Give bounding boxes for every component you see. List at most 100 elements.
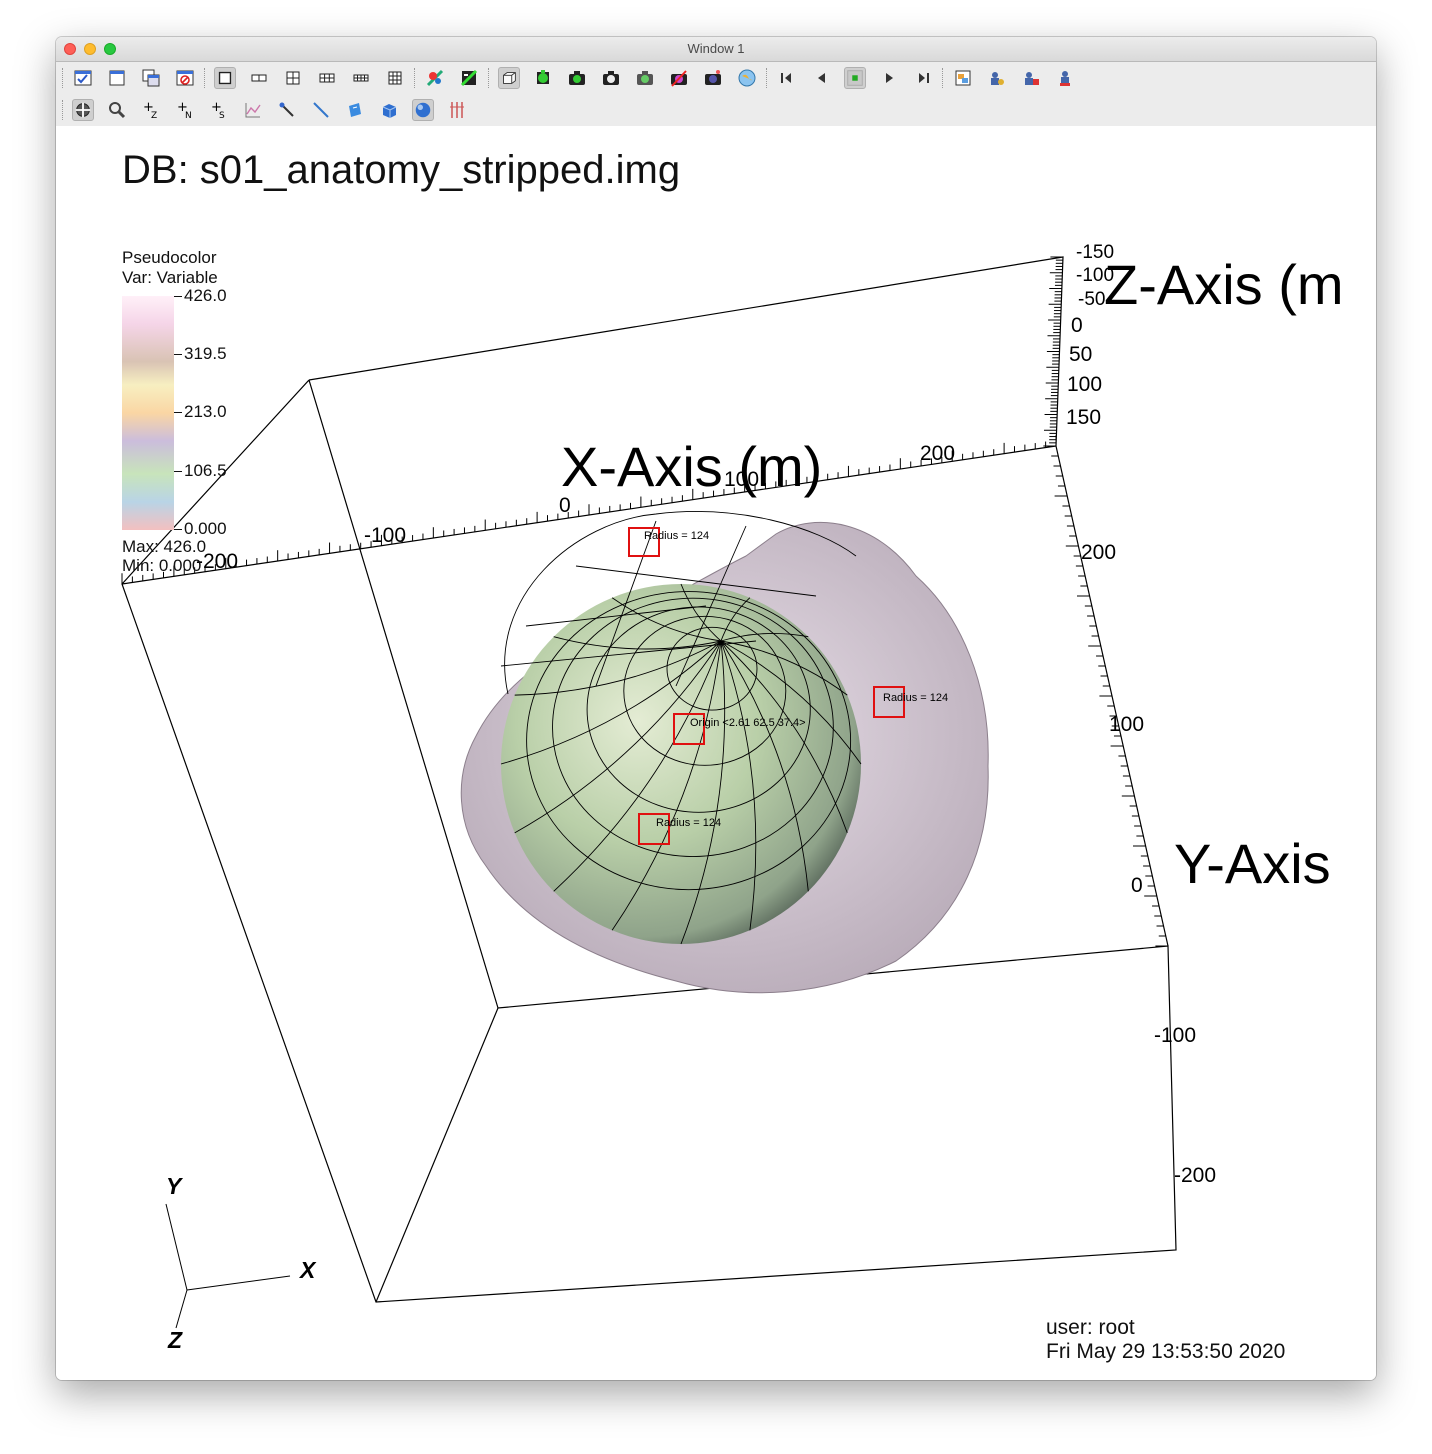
layout-2x4-icon[interactable] bbox=[350, 67, 372, 89]
layout-1x2-icon[interactable] bbox=[248, 67, 270, 89]
zone-pick-icon[interactable]: + Z bbox=[140, 99, 162, 121]
close-button[interactable] bbox=[64, 43, 76, 55]
box-tool-icon[interactable] bbox=[378, 99, 400, 121]
navigate-icon[interactable] bbox=[72, 99, 94, 121]
mesh-line bbox=[680, 640, 726, 945]
origin-handle[interactable] bbox=[673, 713, 705, 745]
svg-text:+: + bbox=[177, 100, 188, 115]
render-viewport[interactable]: Radius = 124 Radius = 124 Origin <2.61 6… bbox=[56, 126, 1376, 1380]
legend-tick bbox=[174, 296, 182, 297]
zoom-icon[interactable] bbox=[106, 99, 128, 121]
legend-label: 106.5 bbox=[184, 461, 227, 480]
triad-x-label: X bbox=[298, 1257, 317, 1283]
svg-text:S: S bbox=[219, 111, 225, 121]
interaction-toolbar: + Z + N + S bbox=[56, 94, 1376, 127]
radius-handle-right[interactable] bbox=[873, 686, 905, 718]
y-tick-label: -100 bbox=[1154, 1024, 1196, 1047]
mesh-ring bbox=[623, 615, 787, 766]
spin-mode-icon[interactable] bbox=[424, 67, 446, 89]
mesh-line bbox=[720, 640, 809, 892]
radius-handle-bottom[interactable] bbox=[638, 813, 670, 845]
layout-2x2-icon[interactable] bbox=[282, 67, 304, 89]
minimize-button[interactable] bbox=[84, 43, 96, 55]
legend-label: 319.5 bbox=[184, 344, 227, 363]
scene-canvas[interactable]: Radius = 124 Radius = 124 Origin <2.61 6… bbox=[56, 126, 1376, 1380]
x-tick-label: 100 bbox=[724, 468, 759, 491]
toolbar-separator bbox=[766, 68, 769, 88]
mesh-line bbox=[720, 632, 809, 642]
layout-2x3-icon[interactable] bbox=[316, 67, 338, 89]
camera-view-icon[interactable] bbox=[634, 67, 656, 89]
mesh-line bbox=[575, 565, 817, 597]
mesh-ring bbox=[666, 626, 758, 711]
y-tick-label: -200 bbox=[1174, 1164, 1216, 1187]
expressions-icon[interactable] bbox=[952, 67, 974, 89]
x-tick-label: -100 bbox=[364, 524, 406, 547]
fullframe-icon[interactable] bbox=[458, 67, 480, 89]
line-tool-icon[interactable] bbox=[310, 99, 332, 121]
svg-text:Z: Z bbox=[151, 111, 157, 121]
toolbar-separator bbox=[62, 100, 65, 120]
new-window-icon[interactable] bbox=[106, 67, 128, 89]
node-pick-icon[interactable]: + N bbox=[174, 99, 196, 121]
layout-3x3-icon[interactable] bbox=[384, 67, 406, 89]
lock-tools-icon[interactable] bbox=[1054, 67, 1076, 89]
title-bar[interactable]: Window 1 bbox=[56, 37, 1376, 62]
plane-tool-icon[interactable] bbox=[344, 99, 366, 121]
legend-tick bbox=[174, 412, 182, 413]
window-active-icon[interactable] bbox=[72, 67, 94, 89]
last-frame-icon[interactable] bbox=[912, 67, 934, 89]
stop-icon[interactable] bbox=[844, 67, 866, 89]
window-title: Window 1 bbox=[687, 41, 745, 56]
radius-label-top: Radius = 124 bbox=[644, 530, 709, 542]
z-tick-label: -150 bbox=[1076, 242, 1114, 263]
legend-tick bbox=[174, 529, 182, 530]
radius-handle-top[interactable] bbox=[628, 527, 660, 557]
camera-flash-icon[interactable] bbox=[702, 67, 724, 89]
clone-window-icon[interactable] bbox=[140, 67, 162, 89]
z-tick-label: 0 bbox=[1071, 314, 1083, 337]
axis-restriction-icon[interactable] bbox=[446, 99, 468, 121]
lineout-icon[interactable] bbox=[242, 99, 264, 121]
view-3d-icon[interactable] bbox=[498, 67, 520, 89]
z-tick-label: -100 bbox=[1076, 265, 1114, 286]
sphere-tool-icon[interactable] bbox=[412, 99, 434, 121]
add-plots-icon[interactable] bbox=[532, 67, 554, 89]
camera-strike-icon[interactable] bbox=[668, 67, 690, 89]
globe-icon[interactable] bbox=[736, 67, 758, 89]
radius-label-bottom: Radius = 124 bbox=[656, 817, 721, 829]
legend-color-bar bbox=[122, 296, 174, 530]
camera-icon[interactable] bbox=[566, 67, 588, 89]
z-tick-label: 100 bbox=[1067, 373, 1102, 396]
mesh-line bbox=[720, 640, 862, 765]
delete-window-icon[interactable] bbox=[174, 67, 196, 89]
mesh-line bbox=[514, 640, 722, 696]
y-axis-ticks bbox=[1043, 445, 1168, 947]
svg-text:+: + bbox=[143, 100, 154, 115]
x-tick-label: 0 bbox=[559, 494, 571, 517]
lock-time-icon[interactable] bbox=[1020, 67, 1042, 89]
play-icon[interactable] bbox=[878, 67, 900, 89]
mesh-line bbox=[553, 636, 722, 650]
y-tick-label: 100 bbox=[1109, 713, 1144, 736]
first-frame-icon[interactable] bbox=[776, 67, 798, 89]
z-axis-ticks bbox=[1043, 256, 1063, 447]
pick-tool-icon[interactable] bbox=[276, 99, 298, 121]
z-tick-label: 50 bbox=[1069, 343, 1092, 366]
axis-triad bbox=[165, 1203, 291, 1329]
spreadsheet-pick-icon[interactable]: + S bbox=[208, 99, 230, 121]
legend-label: 426.0 bbox=[184, 286, 227, 305]
z-tick-label: 150 bbox=[1066, 406, 1101, 429]
layout-1x1-icon[interactable] bbox=[214, 67, 236, 89]
triad-y-label: Y bbox=[166, 1173, 184, 1199]
origin-label: Origin <2.61 62.5 37.4> bbox=[690, 717, 806, 729]
sphere-handles[interactable] bbox=[628, 527, 905, 845]
lock-view-icon[interactable] bbox=[986, 67, 1008, 89]
prev-frame-icon[interactable] bbox=[810, 67, 832, 89]
toolbar-separator bbox=[62, 68, 65, 88]
svg-text:N: N bbox=[185, 111, 192, 121]
zoom-button[interactable] bbox=[104, 43, 116, 55]
main-toolbar bbox=[56, 62, 1376, 95]
x-axis-title: X-Axis (m) bbox=[561, 435, 822, 498]
camera-save-icon[interactable] bbox=[600, 67, 622, 89]
